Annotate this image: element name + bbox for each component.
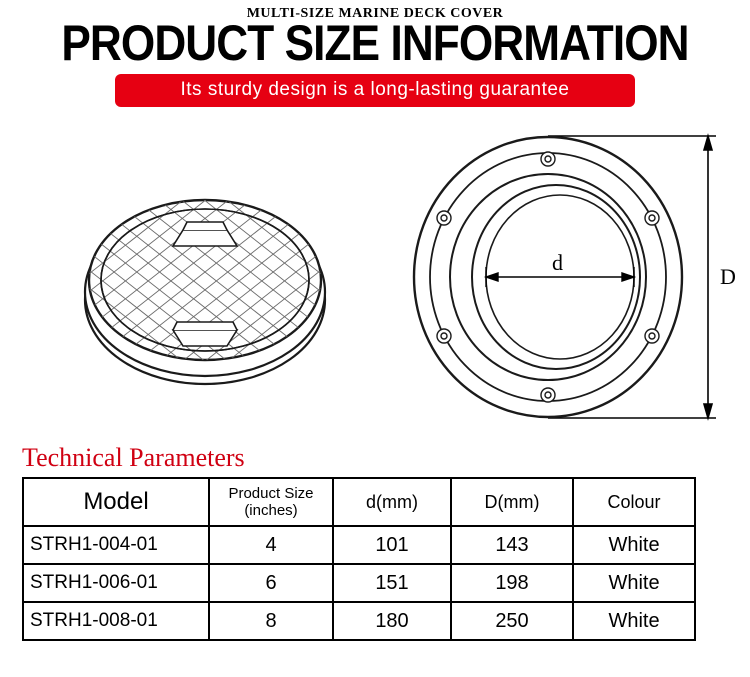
col-header-D-mm: D(mm) — [451, 478, 573, 526]
cell-size: 4 — [209, 526, 333, 564]
cell-d: 180 — [333, 602, 451, 640]
main-title: PRODUCT SIZE INFORMATION — [30, 19, 720, 69]
cell-D: 250 — [451, 602, 573, 640]
cell-size: 6 — [209, 564, 333, 602]
table-header-row: Model Product Size (inches) d(mm) D(mm) … — [23, 478, 695, 526]
specifications-table: Model Product Size (inches) d(mm) D(mm) … — [22, 477, 696, 641]
cell-colour: White — [573, 526, 695, 564]
product-dimension-diagram: D d — [400, 122, 740, 432]
product-closed-illustration — [75, 172, 335, 412]
outer-diameter-label: D — [720, 264, 736, 289]
col-header-d-mm: d(mm) — [333, 478, 451, 526]
table-row: STRH1-004-01 4 101 143 White — [23, 526, 695, 564]
technical-parameters-heading: Technical Parameters — [22, 443, 750, 473]
tagline-banner: Its sturdy design is a long-lasting guar… — [115, 74, 635, 107]
cell-D: 198 — [451, 564, 573, 602]
cell-model: STRH1-006-01 — [23, 564, 209, 602]
cell-model: STRH1-004-01 — [23, 526, 209, 564]
cell-colour: White — [573, 602, 695, 640]
cell-d: 101 — [333, 526, 451, 564]
col-header-model: Model — [23, 478, 209, 526]
cell-D: 143 — [451, 526, 573, 564]
table-row: STRH1-008-01 8 180 250 White — [23, 602, 695, 640]
table-row: STRH1-006-01 6 151 198 White — [23, 564, 695, 602]
col-header-colour: Colour — [573, 478, 695, 526]
cell-model: STRH1-008-01 — [23, 602, 209, 640]
inner-diameter-label: d — [552, 250, 563, 275]
diagram-area: D d — [0, 117, 750, 437]
cell-size: 8 — [209, 602, 333, 640]
cell-d: 151 — [333, 564, 451, 602]
col-header-product-size: Product Size (inches) — [209, 478, 333, 526]
cell-colour: White — [573, 564, 695, 602]
